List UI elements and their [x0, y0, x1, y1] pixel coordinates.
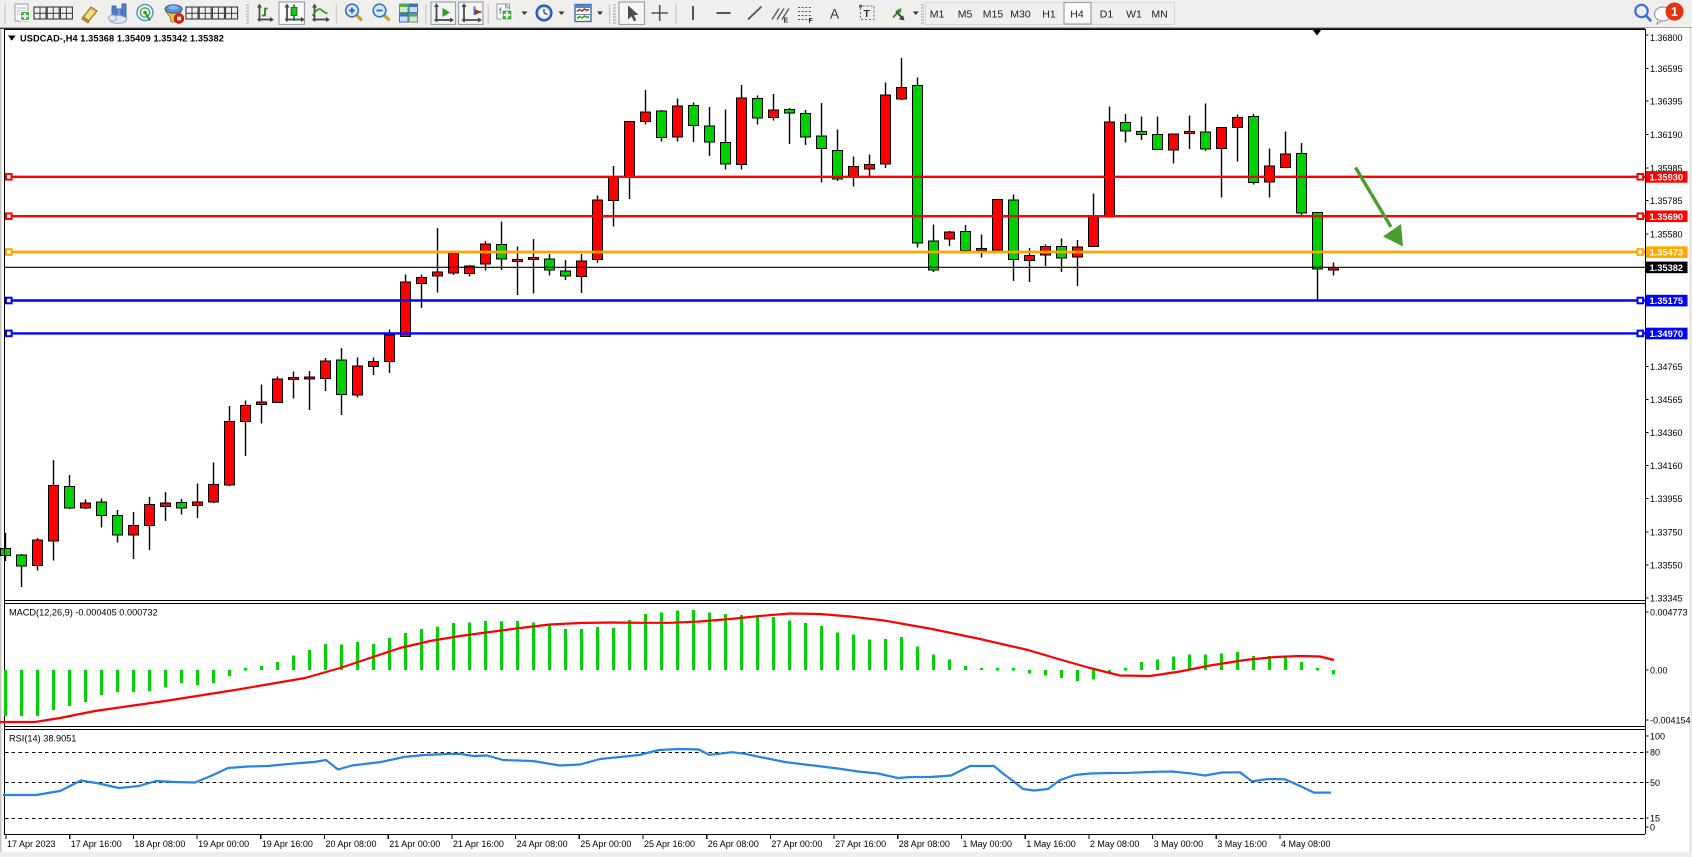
svg-text:19 Apr 16:00: 19 Apr 16:00	[262, 839, 313, 849]
svg-text:1 May 16:00: 1 May 16:00	[1026, 839, 1076, 849]
svg-text:1.34565: 1.34565	[1650, 395, 1683, 405]
svg-text:80: 80	[1650, 748, 1660, 758]
svg-text:1 May 00:00: 1 May 00:00	[963, 839, 1013, 849]
svg-text:1: 1	[1671, 5, 1678, 19]
svg-text:1.34765: 1.34765	[1650, 362, 1683, 372]
svg-text:1.34970: 1.34970	[1650, 329, 1684, 339]
svg-text:M1: M1	[930, 9, 945, 21]
svg-text:E: E	[784, 18, 789, 25]
svg-text:20 Apr 08:00: 20 Apr 08:00	[326, 839, 377, 849]
svg-text:1.35690: 1.35690	[1650, 212, 1684, 222]
svg-text:W1: W1	[1126, 9, 1142, 21]
svg-text:F: F	[809, 18, 814, 25]
svg-text:1.33550: 1.33550	[1650, 560, 1683, 570]
svg-text:T: T	[864, 8, 871, 20]
svg-text:1.35580: 1.35580	[1650, 229, 1683, 239]
svg-text:1.36190: 1.36190	[1650, 130, 1683, 140]
svg-text:50: 50	[1650, 778, 1660, 788]
svg-text:1.34360: 1.34360	[1650, 428, 1683, 438]
svg-text:18 Apr 08:00: 18 Apr 08:00	[134, 839, 185, 849]
svg-text:1.35985: 1.35985	[1650, 163, 1683, 173]
svg-text:1.35785: 1.35785	[1650, 196, 1683, 206]
svg-text:f: f	[499, 6, 502, 16]
svg-text:H4: H4	[1070, 9, 1084, 21]
svg-text:1.35175: 1.35175	[1650, 296, 1684, 306]
svg-text:MACD(12,26,9) -0.000405 0.0007: MACD(12,26,9) -0.000405 0.000732	[9, 608, 158, 618]
svg-text:1.35382: 1.35382	[1650, 263, 1684, 273]
svg-text:D1: D1	[1100, 9, 1114, 21]
svg-text:17 Apr 16:00: 17 Apr 16:00	[71, 839, 122, 849]
svg-text:19 Apr 00:00: 19 Apr 00:00	[198, 839, 249, 849]
svg-text:26 Apr 08:00: 26 Apr 08:00	[708, 839, 759, 849]
svg-text:21 Apr 16:00: 21 Apr 16:00	[453, 839, 504, 849]
svg-text:21 Apr 00:00: 21 Apr 00:00	[389, 839, 440, 849]
svg-text:1.35473: 1.35473	[1650, 248, 1684, 258]
svg-text:28 Apr 08:00: 28 Apr 08:00	[899, 839, 950, 849]
svg-text:-0.004154: -0.004154	[1650, 716, 1691, 726]
svg-text:A: A	[830, 7, 839, 22]
svg-text:MN: MN	[1151, 9, 1167, 21]
svg-text:RSI(14) 38.9051: RSI(14) 38.9051	[9, 734, 76, 744]
svg-text:USDCAD-,H4 1.35368 1.35409 1.: USDCAD-,H4 1.35368 1.35409 1.35342 1.353…	[20, 33, 224, 43]
svg-text:0.00: 0.00	[1650, 666, 1668, 676]
svg-text:1.35930: 1.35930	[1650, 172, 1684, 182]
svg-text:4 May 08:00: 4 May 08:00	[1281, 839, 1331, 849]
svg-text:15: 15	[1650, 814, 1660, 824]
svg-text:27 Apr 00:00: 27 Apr 00:00	[771, 839, 822, 849]
svg-text:27 Apr 16:00: 27 Apr 16:00	[835, 839, 886, 849]
svg-text:3 May 16:00: 3 May 16:00	[1217, 839, 1267, 849]
svg-text:0.004773: 0.004773	[1650, 608, 1688, 618]
svg-text:M30: M30	[1010, 9, 1031, 21]
svg-text:M5: M5	[958, 9, 973, 21]
svg-text:100: 100	[1650, 732, 1665, 742]
svg-text:24 Apr 08:00: 24 Apr 08:00	[517, 839, 568, 849]
svg-text:M15: M15	[983, 9, 1004, 21]
svg-text:3 May 00:00: 3 May 00:00	[1154, 839, 1204, 849]
svg-text:17 Apr 2023: 17 Apr 2023	[7, 839, 56, 849]
svg-text:1.36595: 1.36595	[1650, 64, 1683, 74]
svg-text:0: 0	[1650, 823, 1655, 833]
svg-text:1.33750: 1.33750	[1650, 528, 1683, 538]
svg-text:1.33955: 1.33955	[1650, 494, 1683, 504]
svg-text:1.36395: 1.36395	[1650, 97, 1683, 107]
svg-text:25 Apr 00:00: 25 Apr 00:00	[580, 839, 631, 849]
svg-text:1.33345: 1.33345	[1650, 594, 1683, 604]
svg-text:H1: H1	[1042, 9, 1056, 21]
svg-text:25 Apr 16:00: 25 Apr 16:00	[644, 839, 695, 849]
svg-text:2 May 08:00: 2 May 08:00	[1090, 839, 1140, 849]
svg-text:1.36800: 1.36800	[1650, 33, 1683, 43]
svg-text:1.34160: 1.34160	[1650, 461, 1683, 471]
